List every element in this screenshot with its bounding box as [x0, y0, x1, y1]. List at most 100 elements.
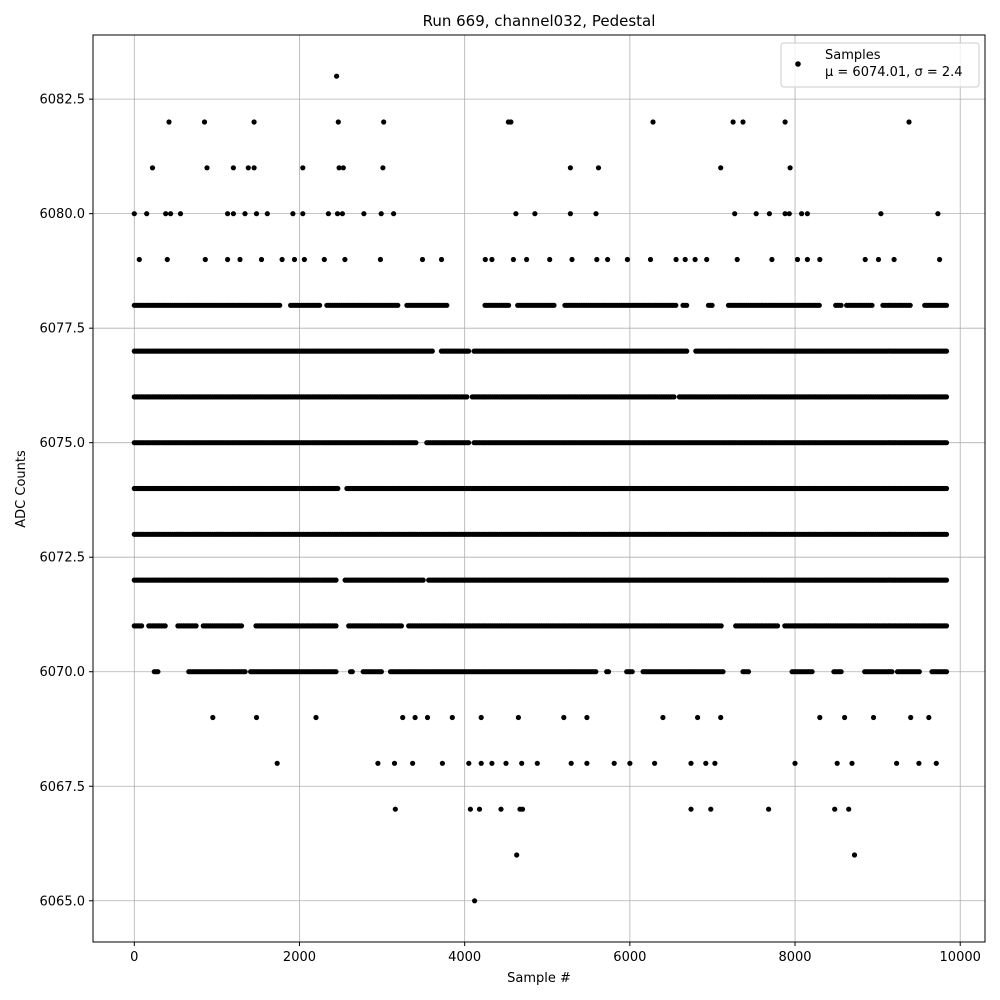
x-tick-label: 10000: [940, 950, 981, 965]
data-point: [935, 211, 941, 217]
data-point: [532, 211, 538, 217]
data-point: [377, 256, 383, 263]
data-point: [842, 714, 848, 721]
data-point: [605, 256, 611, 263]
data-point: [253, 714, 260, 721]
data-point: [242, 669, 248, 675]
data-point: [869, 302, 875, 308]
data-point: [688, 760, 694, 766]
data-point: [313, 714, 319, 721]
data-point: [816, 302, 822, 308]
data-point: [264, 211, 270, 217]
data-point: [230, 211, 236, 217]
data-point: [438, 256, 445, 263]
data-point: [650, 119, 656, 125]
data-point: [274, 760, 280, 766]
y-tick-label: 6072.5: [40, 551, 86, 566]
y-tick-label: 6077.5: [40, 322, 86, 337]
data-point: [519, 760, 525, 766]
data-point: [730, 119, 736, 125]
data-point: [568, 760, 574, 766]
data-point: [291, 256, 298, 263]
x-tick-label: 8000: [778, 950, 811, 965]
data-point: [708, 806, 714, 812]
data-point: [210, 714, 216, 721]
data-point: [506, 302, 512, 308]
data-point: [627, 760, 633, 766]
data-point: [413, 440, 419, 446]
data-point: [712, 760, 718, 766]
data-point: [799, 211, 805, 217]
data-point: [652, 760, 658, 766]
data-point: [567, 165, 574, 171]
data-point: [547, 256, 553, 263]
data-point: [943, 485, 950, 492]
data-point: [534, 760, 540, 766]
data-point: [136, 256, 142, 263]
data-point: [325, 211, 331, 217]
data-point: [489, 256, 495, 263]
data-point: [660, 714, 666, 721]
data-point: [478, 760, 484, 766]
data-point: [787, 165, 793, 171]
data-point: [339, 211, 345, 217]
data-point: [718, 165, 724, 171]
data-point: [943, 623, 950, 629]
data-point: [851, 852, 858, 858]
data-point: [164, 256, 170, 263]
data-point: [718, 714, 724, 721]
data-point: [567, 211, 574, 217]
data-point: [792, 760, 798, 766]
data-point: [340, 165, 346, 171]
data-point: [684, 302, 690, 308]
data-point: [395, 302, 401, 308]
y-tick-label: 6070.0: [40, 665, 86, 680]
y-tick-label: 6075.0: [40, 436, 86, 451]
data-point: [242, 211, 248, 217]
data-point: [595, 165, 602, 171]
x-axis-label: Sample #: [507, 971, 571, 986]
data-point: [838, 669, 844, 675]
data-point: [834, 760, 840, 766]
data-point: [202, 256, 208, 263]
data-point: [444, 302, 450, 308]
data-point: [277, 302, 283, 308]
data-point: [943, 394, 950, 400]
data-point: [279, 256, 285, 263]
data-point: [429, 348, 435, 354]
data-point: [144, 211, 150, 217]
data-point: [419, 256, 426, 263]
data-point: [381, 119, 387, 125]
data-point: [943, 531, 950, 537]
y-ticks: 6065.0 6067.5 6070.0 6072.5 6075.0 6077.5 6080…: [40, 93, 93, 909]
data-point: [466, 348, 472, 354]
data-point: [907, 302, 913, 308]
data-point: [849, 760, 855, 766]
legend-stat-label: μ = 6074.01, σ = 2.4: [825, 65, 963, 80]
data-point: [201, 119, 208, 125]
legend: Samples μ = 6074.01, σ = 2.4: [780, 42, 980, 88]
data-point: [817, 256, 823, 263]
data-point: [251, 119, 257, 125]
data-point: [605, 669, 612, 675]
data-point: [420, 577, 426, 583]
data-point: [561, 714, 567, 721]
data-point: [838, 302, 844, 308]
data-point: [875, 256, 882, 263]
data-point: [870, 714, 877, 721]
data-point: [514, 852, 520, 858]
data-point: [684, 348, 690, 354]
data-point: [375, 760, 381, 766]
data-point: [943, 669, 950, 675]
data-point: [349, 669, 355, 675]
data-point: [671, 394, 677, 400]
data-point: [703, 760, 709, 766]
data-point: [510, 256, 516, 263]
data-point: [832, 806, 838, 812]
data-point: [891, 256, 897, 263]
data-point: [593, 211, 599, 217]
data-point: [584, 714, 590, 721]
data-point: [524, 256, 530, 263]
data-point: [908, 714, 914, 721]
data-point: [624, 256, 631, 263]
